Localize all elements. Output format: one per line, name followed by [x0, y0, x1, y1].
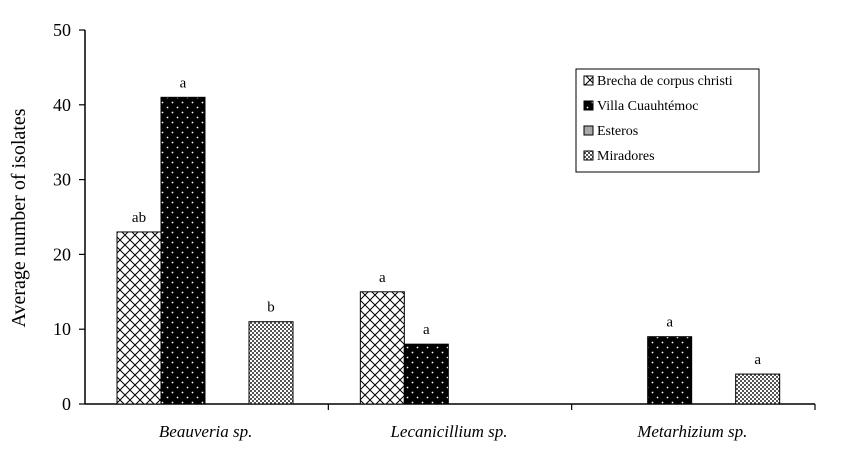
legend-swatch — [583, 125, 594, 136]
bar-data-label: a — [180, 75, 187, 91]
bar — [116, 231, 162, 405]
bar-data-label: a — [423, 322, 430, 338]
bar — [403, 343, 449, 405]
y-tick-label: 50 — [53, 20, 71, 40]
y-axis-label: Average number of isolates — [8, 108, 30, 327]
legend-swatch — [583, 100, 594, 111]
bar — [248, 321, 294, 405]
bar-data-label: a — [379, 270, 386, 286]
y-tick-label: 30 — [53, 170, 71, 190]
y-tick-label: 10 — [53, 319, 71, 339]
axes — [84, 30, 816, 410]
bar — [647, 336, 693, 405]
x-tick-label: Lecanicillium sp. — [389, 422, 507, 441]
legend-swatch — [583, 75, 594, 86]
legend: Brecha de corpus christi Villa Cuauhtémoc… — [575, 68, 760, 173]
bar-data-label: a — [754, 352, 761, 368]
x-tick-label: Beauveria sp. — [159, 422, 252, 441]
bar — [359, 291, 405, 405]
legend-entry: Esteros — [597, 124, 638, 139]
x-tick-label: Metarhizium sp. — [636, 422, 747, 441]
legend-entry: Villa Cuauhtémoc — [597, 99, 698, 114]
legend-entry: Miradores — [597, 149, 655, 164]
y-ticks: 0 10 20 30 40 50 — [53, 20, 85, 414]
y-tick-label: 40 — [53, 95, 71, 115]
y-tick-label: 20 — [53, 244, 71, 264]
y-tick-label: 0 — [62, 394, 71, 414]
bar-data-label: a — [666, 315, 673, 331]
bar — [735, 373, 781, 405]
legend-swatch — [583, 150, 594, 161]
legend-box — [575, 68, 760, 173]
legend-entry: Brecha de corpus christi — [597, 74, 733, 89]
x-tick-labels: Beauveria sp. Lecanicillium sp. Metarhiziu… — [159, 422, 748, 441]
bar — [160, 96, 206, 405]
bar-data-label: b — [267, 300, 275, 316]
bar-data-label: ab — [132, 210, 146, 226]
